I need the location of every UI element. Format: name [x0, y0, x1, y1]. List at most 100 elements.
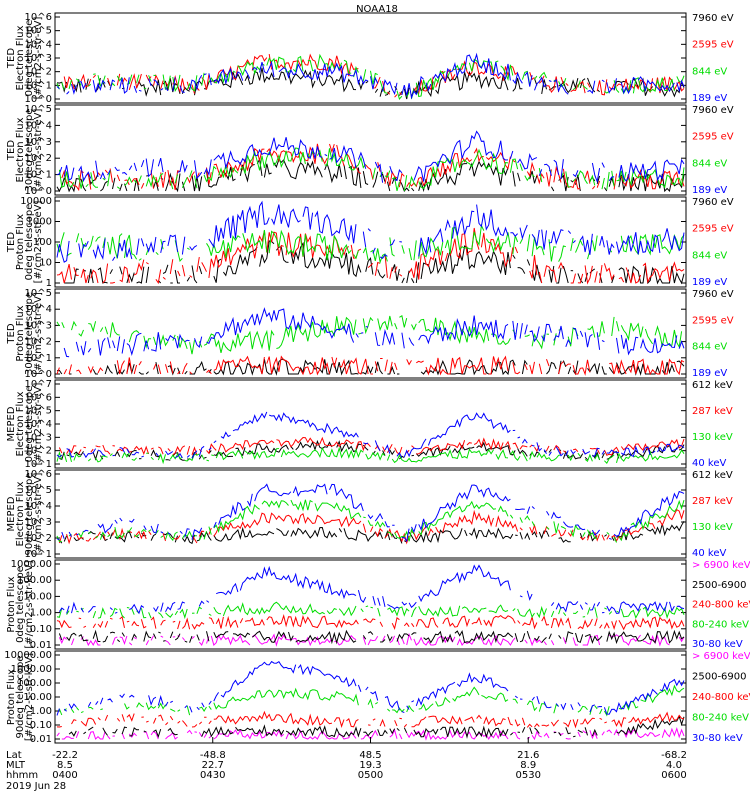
legend-entry: 40 keV: [692, 548, 726, 559]
y-tick-label: 1000.00: [11, 664, 52, 675]
x-tick-mlt: 8.9: [520, 760, 536, 771]
legend-entry: 30-80 keV: [692, 639, 743, 650]
y-tick-label: 10^2: [25, 337, 52, 348]
legend-entry: 189 eV: [692, 277, 727, 288]
panel-frame: [54, 469, 687, 559]
series-line-green: [57, 316, 684, 354]
x-tick-mlt: 4.0: [666, 760, 682, 771]
legend-entry: 2595 eV: [692, 315, 734, 326]
series-line-blue: [56, 660, 685, 716]
x-tick-time: 0530: [516, 770, 541, 781]
y-axis-label-line: 90deg telescope: [15, 655, 26, 738]
y-axis-label-line: TED: [6, 140, 17, 161]
y-axis-label-line: 90deg telescope: [24, 472, 35, 555]
legend-entry: 2500-6900: [692, 672, 747, 683]
legend-entry: 189 eV: [692, 93, 727, 104]
legend-entry: 2595 eV: [692, 40, 734, 51]
series-blue: [56, 483, 685, 543]
series-red: [58, 436, 685, 456]
y-axis-label-line: TED: [6, 323, 17, 344]
y-axis-label-line: 30deg telescope: [24, 108, 35, 191]
date-label: 2019 Jun 28: [6, 781, 66, 792]
y-tick-label: 10^3: [25, 137, 52, 148]
series-line-green: [56, 499, 685, 543]
legend-entry: 7960 eV: [692, 289, 734, 300]
series-red: [63, 53, 685, 98]
x-tick-lat: 21.6: [517, 750, 539, 761]
y-tick-label: 10.00: [23, 591, 52, 602]
panel-frame: [54, 12, 687, 104]
y-tick-label: 10^2: [25, 153, 52, 164]
y-axis-label-line: [#/cm2-s-str-keV]: [24, 560, 35, 648]
y-tick-label: 10^1: [25, 353, 52, 364]
series-line-red: [56, 613, 685, 631]
series-line-red: [56, 227, 685, 285]
legend-entry: 844 eV: [692, 250, 727, 261]
y-tick-label: 10^2: [25, 446, 52, 457]
legend-entry: 2500-6900: [692, 580, 747, 591]
y-axis-label-line: 0deg telescope: [24, 386, 35, 463]
y-axis-label-line: Proton Flux: [6, 576, 17, 632]
series-green: [57, 316, 684, 354]
series-line-black: [56, 358, 685, 376]
y-tick-label: 0.10: [30, 624, 52, 635]
y-tick-label: 0.10: [30, 720, 52, 731]
y-tick-label: 10^3: [25, 517, 52, 528]
series-blue: [58, 564, 685, 615]
y-axis-label-line: MEPED: [6, 406, 17, 441]
y-axis-label-line: Proton Flux: [15, 214, 26, 270]
series-line-blue: [63, 307, 685, 358]
series-black: [56, 358, 685, 376]
series-green: [56, 446, 685, 465]
y-tick-label: 10^1: [25, 549, 52, 560]
y-tick-label: 10^4: [25, 120, 52, 131]
series-line-black: [58, 629, 685, 645]
plot-title: NOAA18: [356, 4, 398, 15]
x-tick-mlt: 19.3: [359, 760, 381, 771]
legend-entry: 2595 eV: [692, 224, 734, 235]
y-tick-label: 10^5: [25, 104, 52, 115]
series-green: [58, 684, 685, 717]
y-tick-label: 0.01: [30, 734, 52, 745]
y-tick-label: 10^1: [25, 80, 52, 91]
x-row-label-lat: Lat: [6, 750, 22, 761]
y-tick-label: 10000: [20, 196, 52, 207]
y-axis-label-line: MEPED: [6, 496, 17, 531]
y-tick-label: 10^5: [25, 26, 52, 37]
series-line-red: [58, 436, 685, 456]
y-tick-label: 10^5: [25, 288, 52, 299]
y-axis-label-line: Electron Flux: [15, 481, 26, 546]
series-blue: [56, 660, 685, 716]
series-blue: [63, 307, 685, 358]
y-tick-label: 10^6: [25, 469, 52, 480]
series-red: [56, 613, 685, 631]
y-axis-label-line: 0deg telescope: [24, 20, 35, 97]
y-axis-label-line: Proton Flux: [6, 669, 17, 725]
x-tick-mlt: 22.7: [202, 760, 224, 771]
y-tick-label: 100.00: [17, 575, 52, 586]
y-tick-label: 10^4: [25, 501, 52, 512]
y-tick-label: 10^0: [25, 186, 52, 197]
series-black: [58, 521, 685, 545]
series-black: [58, 629, 685, 645]
x-row-label-hhmm: hhmm: [6, 770, 38, 781]
legend-entry: 844 eV: [692, 158, 727, 169]
series-line-magenta: [58, 632, 685, 647]
series-blue: [56, 130, 685, 184]
legend-entry: 7960 eV: [692, 105, 734, 116]
series-blue: [56, 52, 685, 100]
y-tick-label: 10^4: [25, 39, 52, 50]
series-line-blue: [56, 200, 685, 263]
y-tick-label: 10^4: [25, 304, 52, 315]
series-line-green: [56, 53, 685, 101]
x-tick-time: 0400: [52, 770, 77, 781]
legend-entry: 240-800 keV: [692, 600, 750, 611]
legend-entry: 2595 eV: [692, 132, 734, 143]
series-line-green: [56, 446, 685, 465]
series-red: [58, 509, 685, 545]
y-tick-label: 10: [39, 258, 52, 269]
series-line-blue: [58, 564, 685, 615]
